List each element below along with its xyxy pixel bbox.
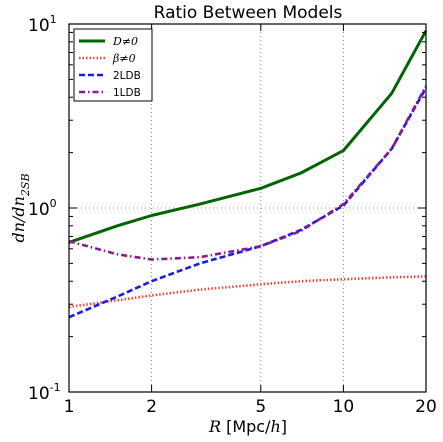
- x-tick-label: 20: [415, 397, 437, 417]
- series-line-dashed: [68, 87, 428, 319]
- y-tick-labels: 10-1 100 101: [28, 13, 61, 404]
- legend-label: D≠0: [112, 35, 138, 48]
- legend-label: 2LDB: [113, 70, 141, 82]
- x-axis-label: R [Mpc/h]: [208, 417, 287, 436]
- chart-title: Ratio Between Models: [154, 3, 343, 23]
- x-tick-label: 10: [333, 397, 355, 417]
- series-line-solid: [68, 29, 428, 244]
- legend-label: β≠0: [112, 52, 136, 65]
- legend: D≠0 β≠0 2LDB 1LDB: [73, 28, 153, 102]
- y-tick-label: 101: [28, 13, 57, 36]
- series-line-dotted: [68, 275, 427, 309]
- x-tick-label: 5: [255, 397, 266, 417]
- y-tick-label: 10-1: [28, 381, 61, 404]
- series-line-dashdot: [68, 85, 428, 261]
- legend-label: 1LDB: [113, 87, 141, 99]
- x-tick-label: 1: [64, 397, 75, 417]
- axis-ticks: [68, 24, 427, 393]
- x-tick-labels: 1 2 5 10 20: [64, 397, 437, 417]
- x-tick-label: 2: [146, 397, 157, 417]
- y-tick-label: 100: [28, 197, 57, 220]
- series-lines: [68, 29, 428, 319]
